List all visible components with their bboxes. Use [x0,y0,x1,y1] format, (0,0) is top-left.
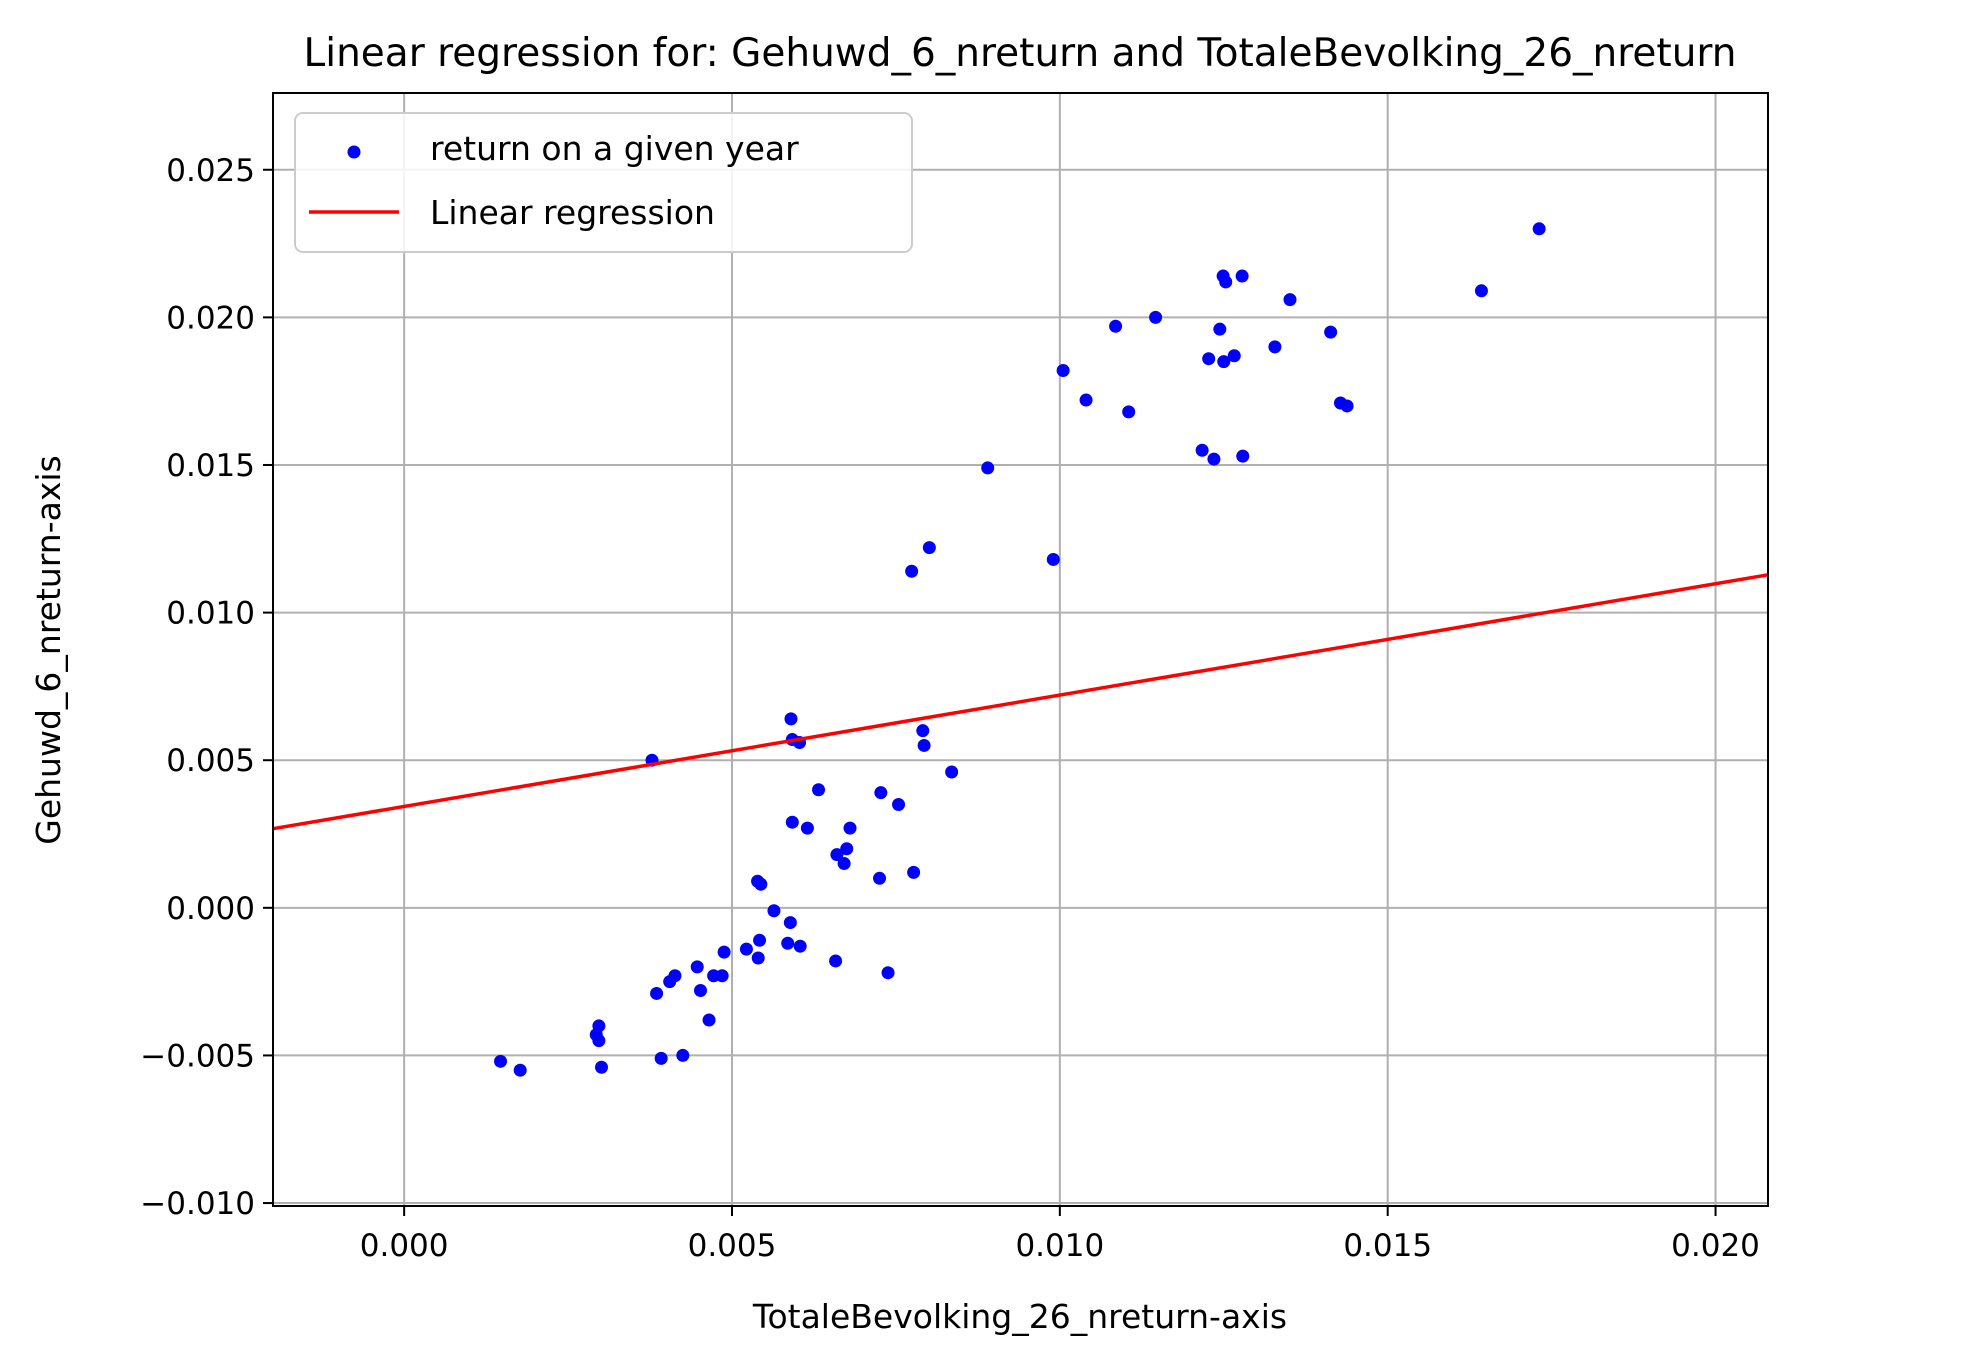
scatter-point [783,916,797,930]
scatter-point [1213,322,1227,336]
x-tick-label: 0.015 [1343,1228,1432,1264]
scatter-point [494,1054,508,1068]
scatter-point [916,724,930,738]
scatter-point [905,564,919,578]
scatter-point [874,786,888,800]
scatter-point [1079,393,1093,407]
scatter-point [1268,340,1282,354]
scatter-point [881,966,895,980]
scatter-point [837,857,851,871]
legend-scatter-marker [347,145,361,159]
scatter-point [654,1051,668,1065]
scatter-point [1149,310,1163,324]
scatter-point [892,797,906,811]
scatter-point [690,960,704,974]
scatter-point [753,933,767,947]
x-tick-label: 0.005 [688,1228,777,1264]
scatter-point [1109,319,1123,333]
scatter-point [668,969,682,983]
scatter-point [1283,293,1297,307]
scatter-point [715,969,729,983]
x-axis-label: TotaleBevolking_26_nreturn-axis [752,1297,1287,1336]
scatter-point [751,951,765,965]
scatter-point [702,1013,716,1027]
plot-area [273,93,1768,1206]
scatter-point [917,738,931,752]
scatter-point [676,1048,690,1062]
scatter-point [1235,269,1249,283]
scatter-point [840,842,854,856]
y-tick-label: −0.010 [140,1186,255,1222]
scatter-point [1046,552,1060,566]
y-tick-label: 0.005 [166,743,255,779]
legend-label-regression: Linear regression [430,193,715,232]
regression-line [272,573,1769,831]
scatter-point [694,983,708,997]
scatter-point [595,1060,609,1074]
x-tick-label: 0.020 [1671,1228,1760,1264]
scatter-point [922,541,936,555]
y-tick-label: 0.025 [166,153,255,189]
scatter-point [907,865,921,879]
axis-ticks: 0.000 0.005 0.010 0.015 0.020 −0.010 −0.005 0.0… [140,153,1760,1264]
y-tick-label: 0.020 [166,300,255,336]
scatter-point [1340,399,1354,413]
scatter-point [830,848,844,862]
scatter-point [767,904,781,918]
scatter-point [717,945,731,959]
scatter-point [513,1063,527,1077]
scatter-point [793,939,807,953]
scatter-point [829,954,843,968]
scatter-point [1207,452,1221,466]
scatter-point [1122,405,1136,419]
data-series [272,222,1769,1077]
scatter-point [650,986,664,1000]
scatter-point [784,712,798,726]
y-tick-label: 0.015 [166,448,255,484]
scatter-point [785,815,799,829]
grid-lines [273,93,1768,1206]
scatter-point [800,821,814,835]
chart-title: Linear regression for: Gehuwd_6_nreturn … [304,31,1737,76]
scatter-point [1195,443,1209,457]
plot-frame [272,92,1769,1207]
scatter-point [1474,284,1488,298]
scatter-point [754,877,768,891]
scatter-point [945,765,959,779]
scatter-point [873,871,887,885]
legend: return on a given year Linear regression [294,112,913,253]
legend-label-scatter: return on a given year [430,129,799,168]
scatter-point [781,936,795,950]
scatter-point [739,942,753,956]
scatter-point [592,1034,606,1048]
y-tick-label: 0.000 [166,891,255,927]
scatter-point [592,1019,606,1033]
y-axis-label: Gehuwd_6_nreturn-axis [29,455,68,844]
legend-box [294,112,913,253]
scatter-point [1056,364,1070,378]
scatter-point [1227,349,1241,363]
y-tick-label: −0.005 [140,1038,255,1074]
scatter-point [1532,222,1546,236]
scatter-point [981,461,995,475]
scatter-point [812,783,826,797]
x-tick-label: 0.010 [1015,1228,1104,1264]
scatter-point [1236,449,1250,463]
scatter-point [1202,352,1216,366]
scatter-point [1217,355,1231,369]
x-tick-label: 0.000 [360,1228,449,1264]
scatter-point [1324,325,1338,339]
scatter-point [1219,275,1233,289]
scatter-point [843,821,857,835]
y-tick-label: 0.010 [166,596,255,632]
